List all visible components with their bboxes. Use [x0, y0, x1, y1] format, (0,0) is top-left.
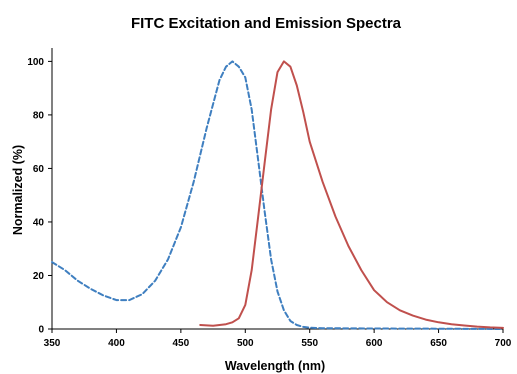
- x-tick-label: 550: [301, 338, 318, 349]
- y-tick-label: 40: [33, 217, 45, 228]
- series-group: [51, 60, 504, 330]
- x-tick-label: 350: [44, 338, 61, 349]
- tick-labels: 350 400 450 500 550 600 650 700 0 20 40 60 80 100: [27, 57, 511, 349]
- x-tick-label: 600: [366, 338, 383, 349]
- y-tick-label: 60: [33, 164, 45, 175]
- emission-series-line: [199, 60, 504, 329]
- x-tick-label: 700: [495, 338, 512, 349]
- y-tick-label: 80: [33, 110, 45, 121]
- y-tick-label: 20: [33, 271, 45, 282]
- axes: [48, 48, 504, 333]
- x-tick-label: 400: [108, 338, 125, 349]
- x-tick-label: 650: [430, 338, 447, 349]
- y-tick-label: 0: [38, 325, 44, 336]
- y-axis-label: Normalized (%): [11, 145, 25, 235]
- chart-title: FITC Excitation and Emission Spectra: [131, 15, 402, 32]
- x-tick-label: 450: [173, 338, 190, 349]
- x-axis-label: Wavelength (nm): [225, 359, 325, 373]
- y-tick-label: 100: [27, 57, 44, 68]
- x-tick-label: 500: [237, 338, 254, 349]
- excitation-series-line: [51, 60, 504, 330]
